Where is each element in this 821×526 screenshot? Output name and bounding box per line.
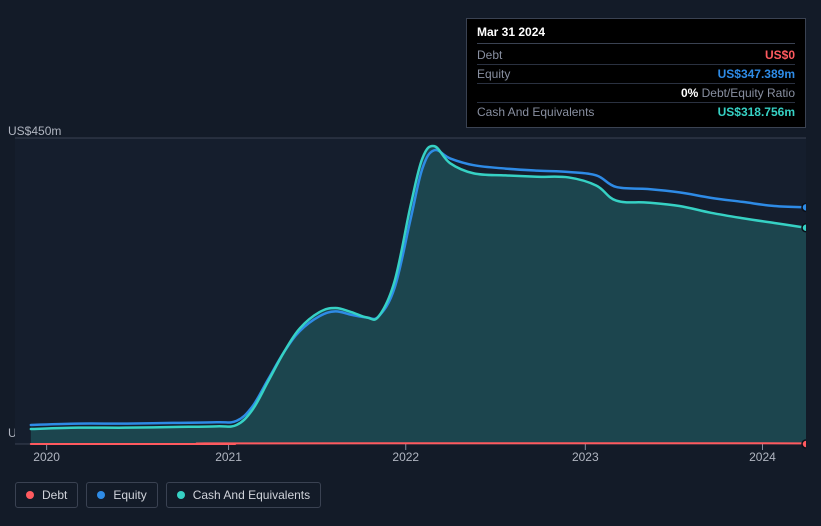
legend-item-cash[interactable]: Cash And Equivalents — [166, 482, 321, 508]
tooltip-row-label: Equity — [477, 67, 510, 81]
x-axis-labels: 2020 2021 2022 2023 2024 — [15, 450, 806, 470]
tooltip-row: 0% Debt/Equity Ratio — [477, 84, 795, 103]
chart-legend: Debt Equity Cash And Equivalents — [15, 482, 321, 508]
legend-item-debt[interactable]: Debt — [15, 482, 78, 508]
x-axis-tick: 2021 — [215, 450, 242, 464]
tooltip-row-label: Cash And Equivalents — [477, 105, 594, 119]
tooltip-row-value: US$318.756m — [718, 105, 795, 119]
tooltip-row-value: US$347.389m — [718, 67, 795, 81]
tooltip-row: Equity US$347.389m — [477, 65, 795, 84]
legend-swatch — [97, 491, 105, 499]
legend-item-label: Debt — [42, 488, 67, 502]
legend-item-label: Cash And Equivalents — [193, 488, 310, 502]
tooltip-row-value: 0% Debt/Equity Ratio — [681, 86, 795, 100]
tooltip-date: Mar 31 2024 — [477, 25, 795, 44]
x-axis-tick: 2020 — [33, 450, 60, 464]
chart-plot-area[interactable] — [15, 120, 806, 464]
legend-swatch — [26, 491, 34, 499]
legend-item-equity[interactable]: Equity — [86, 482, 157, 508]
tooltip-row-label: Debt — [477, 48, 502, 62]
tooltip-row: Cash And Equivalents US$318.756m — [477, 103, 795, 121]
tooltip-row: Debt US$0 — [477, 46, 795, 65]
x-axis-tick: 2022 — [392, 450, 419, 464]
legend-swatch — [177, 491, 185, 499]
tooltip-row-value: US$0 — [765, 48, 795, 62]
x-axis-tick: 2024 — [749, 450, 776, 464]
legend-item-label: Equity — [113, 488, 146, 502]
x-axis-tick: 2023 — [572, 450, 599, 464]
chart-tooltip: Mar 31 2024 Debt US$0 Equity US$347.389m 0% … — [466, 18, 806, 128]
